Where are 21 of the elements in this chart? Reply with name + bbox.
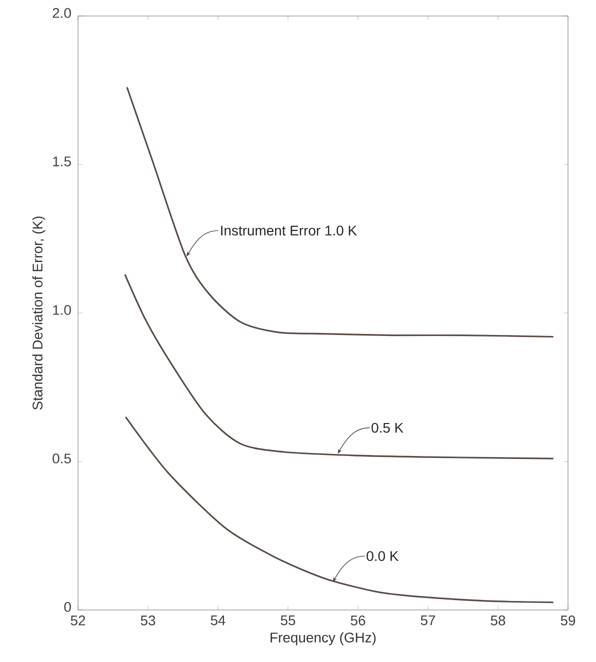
x-tick-label: 53 [140,616,156,626]
y-axis-title: Standard Deviation of Error, (K) [32,216,46,410]
y-tick-label: 2.0 [52,8,71,18]
x-tick-label: 54 [210,616,226,626]
annotation: Instrument Error 1.0 K [221,226,357,236]
y-tick-label: 0 [64,602,71,612]
y-tick-label: 1.0 [53,305,71,315]
x-tick-label: 55 [280,616,296,626]
line-series [124,416,554,604]
y-tick-label: 1.5 [53,156,71,166]
line-series [124,274,554,460]
x-tick-label: 56 [350,616,366,626]
annotation: 0.5 K [372,422,404,433]
x-tick-label: 59 [560,616,576,626]
line-series [126,86,554,338]
x-tick-label: 52 [70,616,86,626]
x-axis-title: Frequency (GHz) [270,632,376,646]
x-tick-label: 58 [490,616,506,626]
annotation: 0.0 K [366,551,399,562]
x-tick-label: 57 [420,616,436,626]
y-tick-label: 0.5 [52,454,71,464]
